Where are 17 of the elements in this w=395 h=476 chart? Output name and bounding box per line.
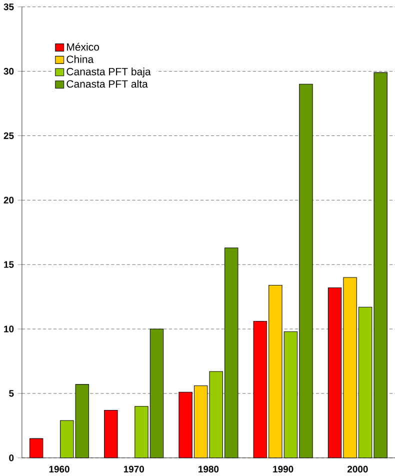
y-tick-label: 25	[4, 132, 14, 140]
y-tick-label: 10	[4, 326, 14, 332]
y-tick-label: 35	[4, 3, 14, 10]
legend-label: China	[66, 55, 94, 63]
legend-label: México	[66, 42, 99, 51]
y-tick-label: 0	[9, 454, 14, 462]
x-tick-label: 1960	[49, 466, 70, 473]
x-tick-label: 1990	[273, 466, 294, 473]
y-tick-label: 5	[8, 390, 14, 397]
legend-label: Canasta PFT baja	[66, 68, 151, 78]
y-tick-label: 20	[4, 196, 14, 204]
x-tick-label: 2000	[347, 466, 368, 473]
legend-label: Canasta PFT alta	[66, 80, 148, 88]
y-tick-label: 15	[4, 261, 14, 268]
x-tick-label: 1970	[124, 466, 144, 473]
x-tick-label: 1980	[198, 466, 218, 473]
y-tick-label: 30	[4, 68, 14, 75]
